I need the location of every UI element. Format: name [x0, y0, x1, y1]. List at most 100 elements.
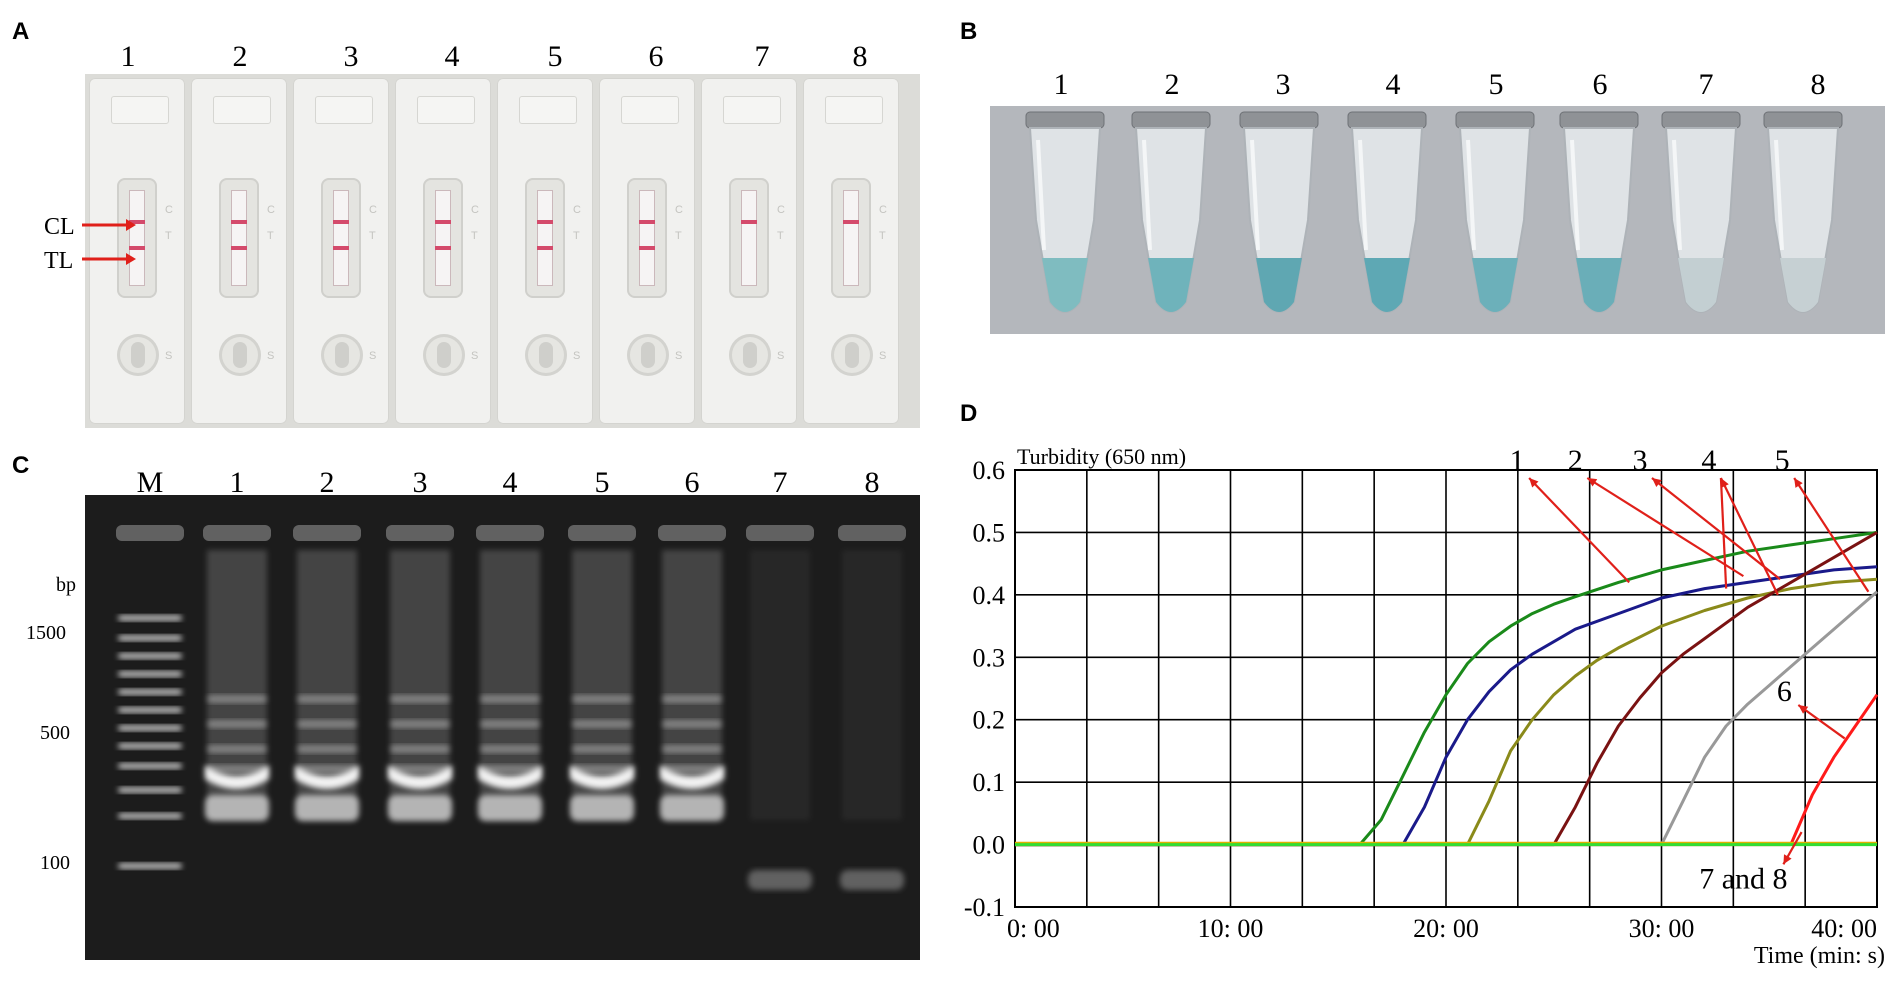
- panel-b-lane-number: 5: [1488, 68, 1504, 101]
- strip-membrane: [741, 190, 757, 286]
- y-tick-label: -0.1: [964, 893, 1005, 922]
- test-strip: C T S: [701, 78, 797, 424]
- strip-mark-t: T: [471, 230, 478, 242]
- panel-c-lane-label: 7: [772, 466, 788, 499]
- control-line: [435, 220, 451, 224]
- sample-band: [572, 765, 632, 773]
- ladder-band: [118, 707, 182, 713]
- panel-a-lane-number: 5: [547, 40, 563, 73]
- panel-a-lane-number: 8: [852, 40, 868, 73]
- strip-mark-c: C: [267, 204, 275, 216]
- panel-a-lane-number: 1: [120, 40, 136, 73]
- sample-main-band: [660, 765, 724, 789]
- panel-b-lane-number: 6: [1592, 68, 1608, 101]
- y-tick-label: 0.1: [973, 768, 1006, 797]
- sample-band: [480, 695, 540, 703]
- annotation-arrow: [1719, 477, 1779, 596]
- tl-arrow-head: [126, 253, 136, 265]
- primer-dimer-band: [748, 870, 812, 890]
- plot-frame: [1014, 469, 1878, 908]
- test-strip: C T S: [89, 78, 185, 424]
- annotation-arrow-head: [1783, 854, 1792, 865]
- panel-letter-a: A: [12, 18, 30, 45]
- panel-c-lane-label: 2: [319, 466, 335, 499]
- gel-well: [116, 525, 184, 541]
- sample-main-band: [295, 765, 359, 789]
- y-tick-label: 0.5: [973, 518, 1006, 547]
- panel-c-lane-label: 4: [502, 466, 518, 499]
- strip-mark-c: C: [777, 204, 785, 216]
- annotation-arrow-head: [1798, 704, 1809, 714]
- control-line: [537, 220, 553, 224]
- sample-band: [572, 720, 632, 728]
- test-strip: C T S: [395, 78, 491, 424]
- panel-letter-b: B: [960, 18, 978, 45]
- sample-band: [572, 745, 632, 753]
- tube-solution: [1678, 258, 1724, 312]
- control-line: [741, 220, 757, 224]
- y-tick-label: 0.3: [973, 643, 1006, 672]
- reaction-tubes-photo: [990, 106, 1885, 334]
- turbidity-curve: [1015, 530, 1878, 847]
- ladder-band: [118, 813, 182, 819]
- curve-annotation-label: 6: [1777, 675, 1792, 708]
- test-strip: C T S: [599, 78, 695, 424]
- panel-a-lane-number: 2: [232, 40, 248, 73]
- annotation-arrow-head: [1651, 478, 1662, 487]
- sample-well-pad: [641, 342, 655, 368]
- sample-well-pad: [743, 342, 757, 368]
- cl-arrow-head: [126, 219, 136, 231]
- strip-mark-s: S: [471, 350, 479, 362]
- strip-mark-s: S: [777, 350, 785, 362]
- test-line: [639, 246, 655, 250]
- sample-low-band: [295, 795, 359, 821]
- strip-membrane: [843, 190, 859, 286]
- ladder-band: [118, 743, 182, 749]
- sample-band: [662, 720, 722, 728]
- primer-dimer-band: [840, 870, 904, 890]
- strip-mark-t: T: [879, 230, 886, 242]
- agarose-gel-photo: [85, 495, 920, 960]
- sample-band: [207, 720, 267, 728]
- x-tick-label: 30: 00: [1629, 914, 1695, 943]
- tube-highlight: [1250, 139, 1260, 251]
- annotation-arrow: [1651, 477, 1781, 581]
- panel-b-lane-number: 7: [1698, 68, 1714, 101]
- y-tick-label: 0.4: [973, 581, 1006, 610]
- curve-annotation-label: 5: [1775, 444, 1790, 477]
- tube-cap: [1455, 111, 1535, 129]
- tube-cap: [1559, 111, 1639, 129]
- marker-size-1500: 1500: [26, 622, 66, 644]
- gel-well: [568, 525, 636, 541]
- gel-lanes: [116, 525, 906, 890]
- strip-mark-s: S: [165, 350, 173, 362]
- strip-mark-s: S: [879, 350, 887, 362]
- gel-well: [476, 525, 544, 541]
- strip-mark-c: C: [165, 204, 173, 216]
- gel-well: [838, 525, 906, 541]
- sample-band: [207, 765, 267, 773]
- tube-highlight: [1672, 139, 1682, 251]
- strip-mark-t: T: [675, 230, 682, 242]
- panel-c-lane-label: M: [136, 466, 164, 499]
- tube-highlight: [1570, 139, 1580, 251]
- sample-band: [297, 765, 357, 773]
- gel-well: [386, 525, 454, 541]
- sample-well: [831, 334, 873, 376]
- test-line: [537, 246, 553, 250]
- y-tick-label: 0.0: [973, 831, 1006, 860]
- control-line: [129, 220, 145, 224]
- ladder-band: [118, 635, 182, 641]
- strip-mark-s: S: [573, 350, 581, 362]
- strip-mark-t: T: [777, 230, 784, 242]
- strip-membrane: [435, 190, 451, 286]
- sample-well: [321, 334, 363, 376]
- sample-well-pad: [539, 342, 553, 368]
- strip-result-window: [117, 178, 157, 298]
- marker-size-500: 500: [40, 722, 70, 744]
- panel-a-lane-number: 7: [754, 40, 770, 73]
- strip-result-window: [219, 178, 259, 298]
- strip-mark-c: C: [471, 204, 479, 216]
- test-line: [333, 246, 349, 250]
- strip-result-window: [729, 178, 769, 298]
